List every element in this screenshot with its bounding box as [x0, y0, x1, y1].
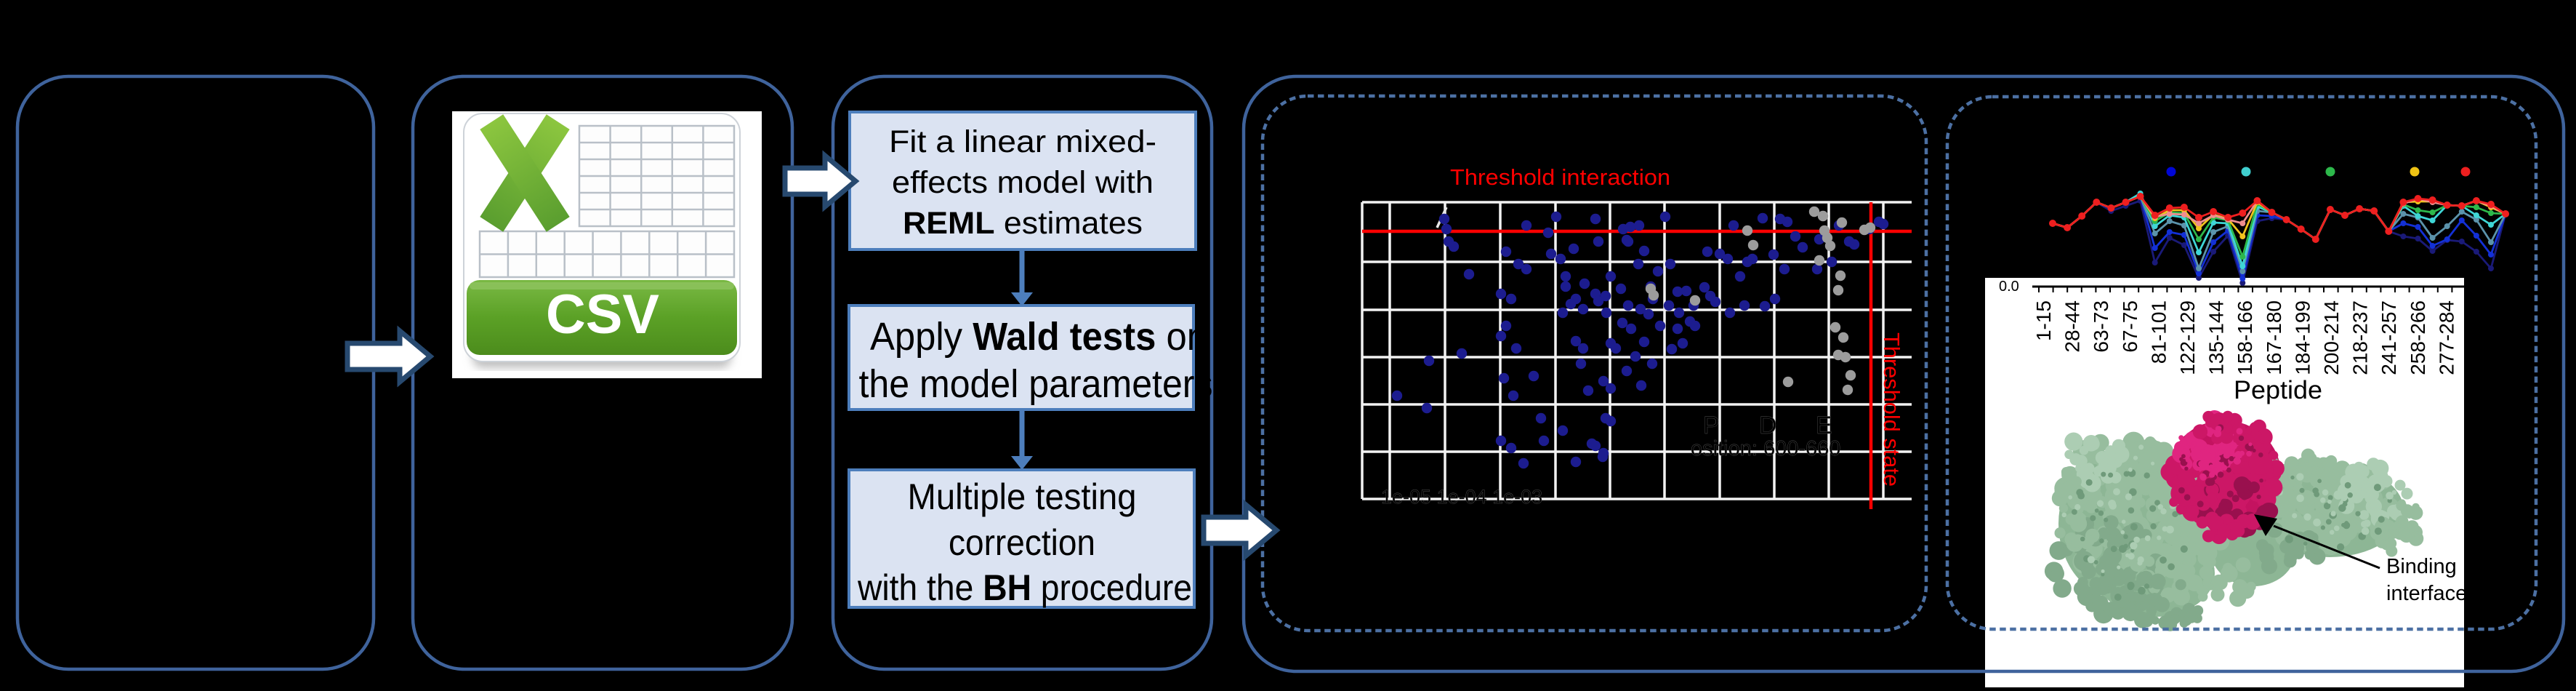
svg-text:interface: interface	[2386, 582, 2467, 605]
svg-text:Multiple testing: Multiple testing	[908, 476, 1137, 517]
svg-text:63-73: 63-73	[2090, 300, 2112, 353]
svg-text:with the BH procedure: with the BH procedure	[857, 567, 1192, 608]
svg-text:osition: 600-660: osition: 600-660	[1691, 437, 1840, 460]
svg-text:effects model with: effects model with	[892, 165, 1154, 200]
svg-text:D: D	[1759, 412, 1777, 439]
svg-text:P: P	[1703, 412, 1720, 439]
svg-text:REML estimates: REML estimates	[903, 206, 1143, 241]
svg-text:258-266: 258-266	[2407, 300, 2429, 375]
svg-text:Apply Wald tests on: Apply Wald tests on	[870, 315, 1207, 359]
svg-text:Threshold state: Threshold state	[1879, 332, 1904, 487]
svg-text:122-129: 122-129	[2176, 300, 2199, 375]
svg-text:E: E	[1816, 412, 1832, 439]
svg-text:277-284: 277-284	[2435, 300, 2458, 375]
svg-text:correction: correction	[949, 522, 1095, 563]
svg-text:the model parameters: the model parameters	[859, 362, 1213, 406]
svg-text:218-237: 218-237	[2349, 300, 2372, 375]
svg-text:241-257: 241-257	[2378, 300, 2400, 375]
svg-text:184-199: 184-199	[2291, 300, 2314, 375]
svg-text:28-44: 28-44	[2061, 300, 2084, 353]
svg-text:81-101: 81-101	[2147, 300, 2170, 364]
svg-text:1-15: 1-15	[2032, 300, 2055, 341]
svg-text:Binding: Binding	[2386, 555, 2457, 578]
svg-text:Fit a linear mixed-: Fit a linear mixed-	[889, 124, 1156, 159]
svg-text:0.0: 0.0	[1999, 279, 2019, 295]
svg-text:135-144: 135-144	[2205, 300, 2228, 375]
svg-text:167-180: 167-180	[2263, 300, 2285, 375]
svg-text:67-75: 67-75	[2119, 300, 2141, 353]
svg-text:Threshold interaction: Threshold interaction	[1450, 164, 1670, 190]
svg-text:200-214: 200-214	[2320, 300, 2343, 375]
svg-text:CSV: CSV	[546, 284, 659, 346]
svg-text:1e-05 1e-04 1e-03: 1e-05 1e-04 1e-03	[1381, 486, 1542, 508]
svg-text:158-166: 158-166	[2234, 300, 2256, 375]
svg-text:Peptide: Peptide	[2234, 376, 2322, 404]
